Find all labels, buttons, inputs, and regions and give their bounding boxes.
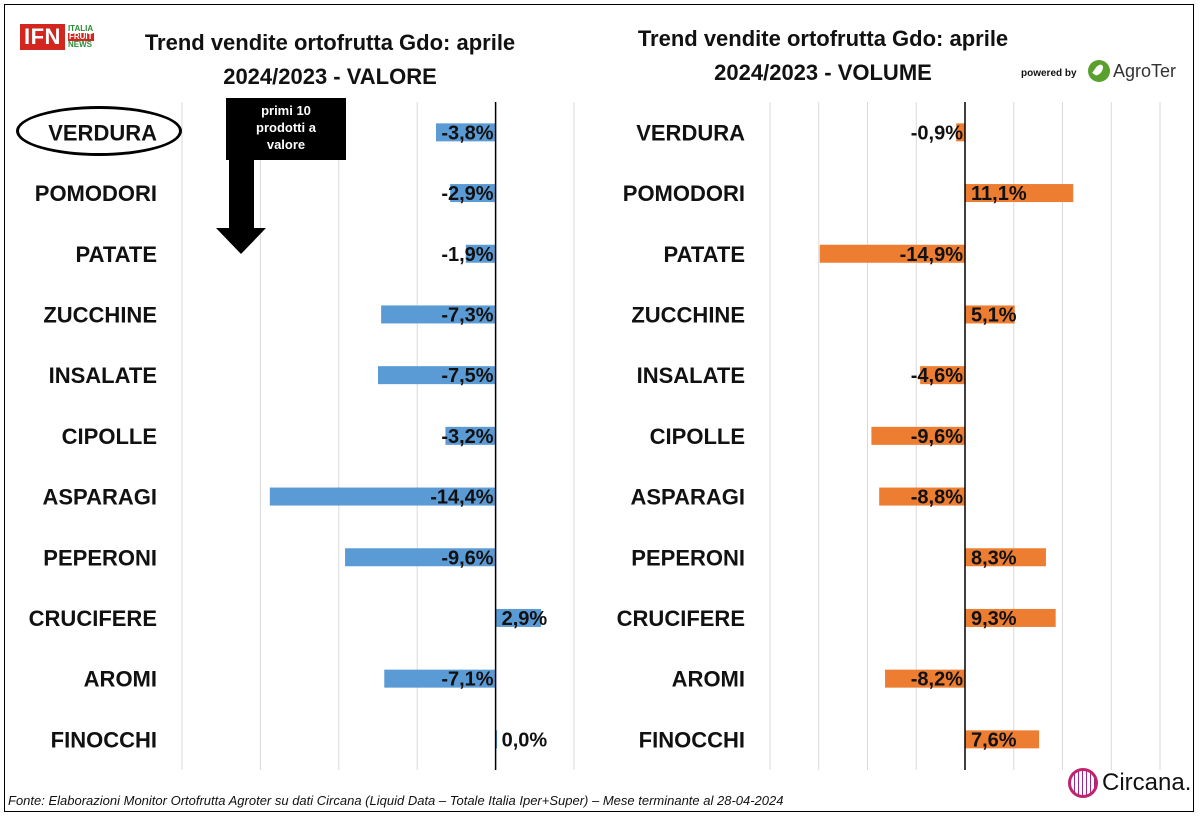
ifn-logo-line1: ITALIA [67,24,94,33]
valore-category-label: INSALATE [49,363,157,388]
volume-data-label: -14,9% [900,244,964,266]
agroter-logo-text: AgroTer [1113,60,1177,81]
valore-bar-insalate [378,366,496,385]
valore-bar-patate [465,244,496,263]
volume-data-label: -0,9% [911,122,963,144]
ifn-logo-text: ITALIA FRUIT NEWS [67,24,94,49]
ifn-logo-line2: FRUIT [67,32,94,41]
valore-data-label: -2,9% [441,183,493,205]
valore-data-label: -7,3% [441,304,493,326]
volume-bar-pomodori [965,184,1074,203]
volume-bar-zucchine [965,305,1015,324]
annotation-box: primi 10 prodotti a valore [226,98,346,160]
circana-ring-icon [1068,768,1098,798]
annotation-line3: valore [266,137,306,152]
volume-bar-aromi [885,669,965,688]
ifn-logo-main: IFN [20,24,65,50]
chart-frame [4,4,1194,812]
annotation-line1: primi 10 [261,103,311,118]
ifn-logo-line3: NEWS [67,40,92,49]
volume-bar-peperoni [965,548,1046,567]
volume-data-label: 5,1% [971,304,1017,326]
valore-bar-aromi [384,669,496,688]
verdura-highlight-ellipse [16,106,182,156]
valore-bar-cipolle [445,426,496,445]
volume-category-label: ASPARAGI [631,485,746,510]
ifn-logo: IFN ITALIA FRUIT NEWS [20,24,94,50]
valore-data-label: 2,9% [502,608,548,630]
volume-category-label: POMODORI [623,181,745,206]
volume-data-label: -8,8% [911,487,963,509]
valore-data-label: -7,1% [441,669,493,691]
valore-bar-peperoni [345,548,496,567]
volume-data-label: 9,3% [971,608,1017,630]
valore-data-label: -1,9% [441,244,493,266]
valore-data-label: -7,5% [441,365,493,387]
volume-data-label: 7,6% [971,729,1017,751]
valore-bar-verdura [436,123,496,142]
valore-data-label: 0,0% [502,729,548,751]
source-footnote: Fonte: Elaborazioni Monitor Ortofrutta A… [8,793,784,808]
volume-category-label: INSALATE [637,363,745,388]
valore-bar-crucifere [495,608,542,627]
annotation-line2: prodotti a [256,120,316,135]
volume-category-label: FINOCCHI [639,727,745,752]
valore-bar-pomodori [450,184,496,203]
volume-bar-cipolle [871,426,965,445]
volume-title-line2: 2024/2023 - VOLUME [714,60,932,85]
leaf-icon [1088,60,1110,82]
valore-category-label: POMODORI [35,181,157,206]
volume-bar-patate [819,244,965,263]
valore-category-label: PATATE [76,242,157,267]
valore-category-label: CRUCIFERE [29,606,157,631]
volume-category-label: CRUCIFERE [617,606,745,631]
circana-logo-text: Circana. [1102,769,1192,796]
volume-bar-crucifere [965,608,1056,627]
down-arrow-icon [216,160,266,254]
volume-bar-verdura [956,123,965,142]
powered-by-label: powered by [1021,68,1077,79]
volume-data-label: -8,2% [911,669,963,691]
valore-data-label: -3,2% [441,426,493,448]
valore-title-line1: Trend vendite ortofrutta Gdo: aprile [144,30,516,55]
volume-category-label: CIPOLLE [650,424,745,449]
circana-logo: Circana. [1068,768,1191,798]
valore-category-label: AROMI [84,667,157,692]
volume-data-label: -9,6% [911,426,963,448]
valore-category-label: PEPERONI [43,545,157,570]
volume-category-label: ZUCCHINE [631,302,745,327]
valore-data-label: -9,6% [441,547,493,569]
volume-category-label: VERDURA [636,120,745,145]
volume-bar-finocchi [965,730,1040,749]
valore-bar-asparagi [269,487,496,506]
valore-data-label: -3,8% [441,122,493,144]
volume-title-line1: Trend vendite ortofrutta Gdo: aprile [637,26,1009,51]
volume-data-label: 8,3% [971,547,1017,569]
valore-category-label: CIPOLLE [62,424,157,449]
volume-data-label: 11,1% [971,183,1027,205]
volume-data-label: -4,6% [911,365,963,387]
valore-category-label: ZUCCHINE [43,302,157,327]
agroter-logo: AgroTer [1088,60,1176,82]
volume-category-label: PEPERONI [631,545,745,570]
valore-data-label: -14,4% [430,487,494,509]
volume-bar-insalate [920,366,965,385]
volume-category-label: PATATE [664,242,745,267]
volume-bar-asparagi [879,487,965,506]
valore-category-label: FINOCCHI [51,727,157,752]
valore-title-line2: 2024/2023 - VALORE [223,64,437,89]
valore-category-label: ASPARAGI [43,485,158,510]
volume-category-label: AROMI [672,667,745,692]
valore-bar-zucchine [381,305,496,324]
